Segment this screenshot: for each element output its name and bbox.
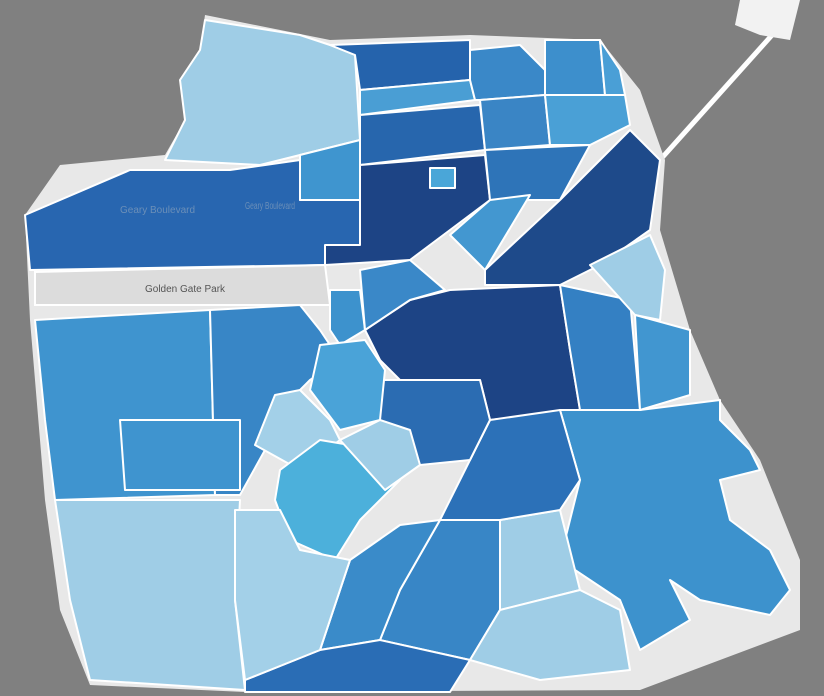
district [119,419,241,491]
labels: Geary Boulevard Geary Boulevard Golden G… [120,201,295,295]
district [479,94,551,151]
districts [24,19,791,693]
district [469,589,631,681]
island [735,0,800,40]
district [329,289,366,346]
district [339,419,421,491]
street-label: Geary Boulevard [120,205,195,216]
district [359,259,446,331]
district [234,509,351,681]
district [634,314,691,411]
district [559,399,791,651]
district [429,167,456,189]
district [544,39,606,96]
bay-bridge [658,13,792,162]
street-label: Geary Boulevard [245,201,295,212]
district [484,129,661,286]
district [164,19,361,166]
district [309,339,386,431]
district [544,94,631,146]
district [589,234,666,321]
park-label: Golden Gate Park [145,284,226,295]
